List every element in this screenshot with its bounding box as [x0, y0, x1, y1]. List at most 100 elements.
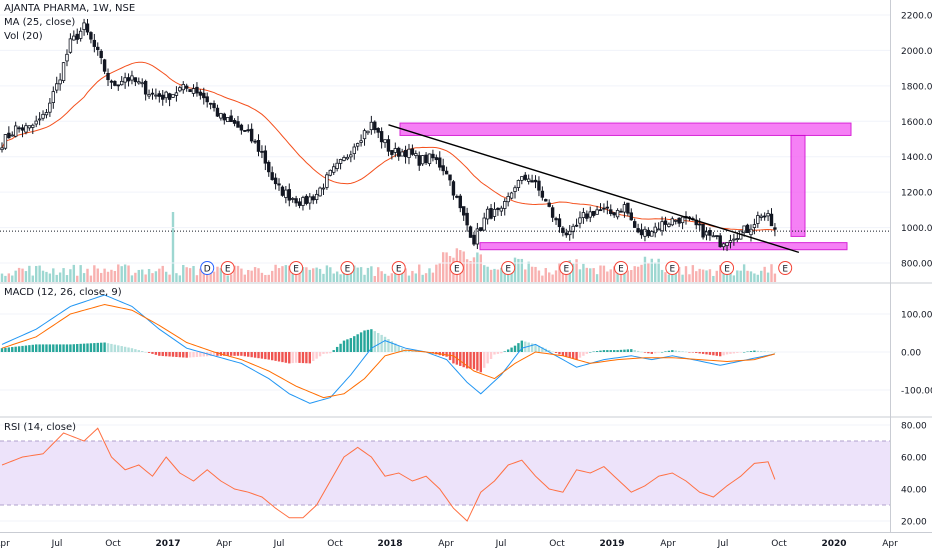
volume-bar — [346, 273, 349, 282]
marker-circle — [614, 261, 629, 275]
macd-histogram-bar — [476, 352, 479, 371]
rsi-tick-label: 80.00 — [901, 422, 927, 432]
candle-body — [585, 213, 589, 219]
volume-bar — [62, 268, 65, 282]
volume-bar — [411, 270, 414, 282]
volume-bar — [144, 274, 147, 282]
macd-histogram-bar — [154, 352, 158, 355]
volume-bar — [647, 263, 650, 282]
candle-body — [639, 229, 644, 236]
volume-bar — [571, 263, 575, 282]
macd-histogram-bar — [359, 332, 363, 352]
candle-body — [243, 130, 247, 132]
macd-histogram-bar — [749, 351, 753, 352]
volume-bar — [325, 265, 329, 282]
marker-circle — [449, 261, 464, 275]
candle-body — [506, 196, 510, 203]
candle-body — [78, 30, 83, 39]
macd-histogram-bar — [267, 352, 270, 360]
volume-bar — [294, 272, 298, 282]
candle-body — [468, 226, 473, 238]
macd-histogram-bar — [527, 342, 530, 352]
candle-body — [383, 139, 387, 144]
candle-body — [174, 92, 179, 96]
macd-histogram-bar — [380, 334, 383, 352]
macd-histogram-bar — [763, 351, 766, 352]
candle-body — [212, 103, 216, 109]
volume-bar — [404, 268, 407, 282]
price-tick-label: 1800.00 — [901, 82, 932, 92]
volume-bar — [182, 264, 185, 282]
volume-bar — [366, 267, 370, 282]
marker-label: E — [669, 265, 675, 275]
volume-bar — [35, 265, 38, 282]
macd-line — [1, 294, 776, 404]
macd-histogram-bar — [753, 350, 756, 352]
macd-histogram-bar — [513, 345, 517, 352]
macd-histogram-bar — [701, 352, 705, 354]
candle-body — [164, 91, 168, 99]
candle-body — [157, 93, 162, 97]
volume-bar — [565, 270, 568, 282]
volume-bar — [612, 266, 616, 282]
volume-bar — [472, 257, 476, 282]
volume-bar — [715, 270, 718, 282]
macd-histogram-bar — [31, 344, 34, 352]
candle-body — [24, 125, 28, 133]
candle-body — [530, 180, 534, 183]
macd-histogram-bar — [65, 344, 69, 352]
candle-body — [41, 113, 45, 119]
macd-histogram-bar — [729, 352, 732, 354]
candle-body — [564, 232, 568, 236]
candle-body — [410, 148, 415, 155]
candle-body — [451, 181, 456, 196]
macd-histogram-bar — [582, 352, 585, 356]
volume-bar — [486, 266, 489, 282]
volume-bar — [773, 273, 777, 282]
volume-bar — [52, 268, 55, 282]
marker-label: D — [204, 265, 211, 275]
macd-histogram-bar — [342, 340, 346, 352]
volume-bar — [356, 267, 359, 282]
macd-histogram-bar — [62, 344, 65, 352]
macd-histogram-bar — [630, 349, 633, 352]
candle-body — [120, 80, 124, 86]
macd-histogram-bar — [335, 346, 339, 352]
volume-bar — [120, 266, 123, 282]
volume-bar — [476, 252, 479, 282]
candle-body — [581, 212, 586, 218]
candle-body — [294, 198, 298, 204]
earnings-marker: E — [614, 261, 629, 275]
macd-histogram-bar — [592, 351, 595, 353]
volume-bar — [506, 272, 510, 282]
candle-body — [465, 212, 469, 226]
marker-circle — [501, 261, 516, 275]
candle-body — [48, 102, 52, 113]
volume-bar — [636, 266, 640, 282]
candle-body — [31, 124, 35, 128]
macd-histogram-bar — [766, 351, 770, 353]
candle-body — [400, 151, 404, 157]
candle-body — [321, 187, 326, 190]
macd-histogram-bar — [377, 333, 380, 352]
macd-histogram-bar — [736, 352, 739, 353]
marker-circle — [778, 261, 793, 275]
macd-histogram-bar — [760, 351, 763, 352]
volume-bar — [96, 268, 99, 282]
time-tick-label: Apr — [660, 539, 676, 549]
volume-bar — [89, 275, 93, 282]
volume-bar — [349, 271, 353, 282]
macd-histogram-bar — [11, 347, 14, 352]
candle-body — [732, 238, 736, 241]
macd-histogram-bar — [226, 352, 229, 356]
candle-body — [554, 218, 558, 221]
macd-histogram-bar — [202, 352, 205, 357]
candle-body — [359, 140, 363, 143]
macd-histogram-bar — [288, 352, 291, 364]
volume-bar — [82, 273, 86, 282]
volume-bar — [226, 275, 229, 282]
earnings-marker: E — [559, 261, 574, 275]
volume-bar — [17, 267, 21, 282]
macd-histogram — [0, 329, 777, 373]
